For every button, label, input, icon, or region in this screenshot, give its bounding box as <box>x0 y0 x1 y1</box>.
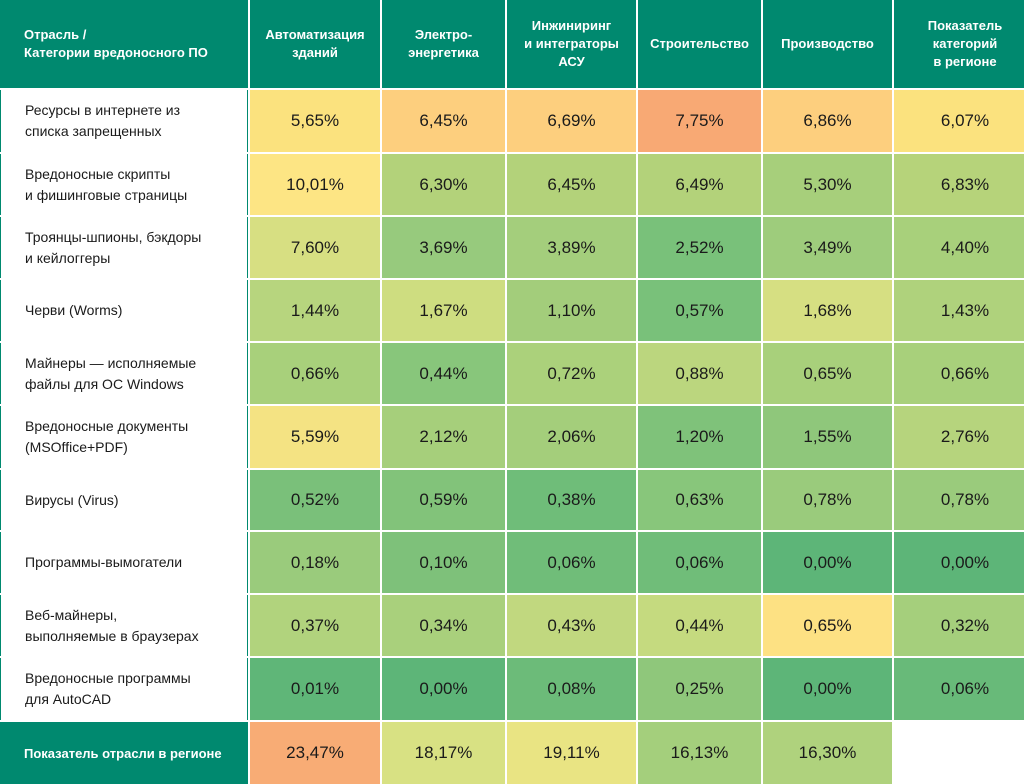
row-label: Ресурсы в интернете из списка запрещенны… <box>0 90 248 152</box>
heatmap-cell: 0,01% <box>250 658 380 720</box>
heatmap-cell: 6,86% <box>763 90 892 152</box>
heatmap-cell: 3,89% <box>507 217 636 278</box>
heatmap-cell: 2,52% <box>638 217 761 278</box>
column-header: Автоматизация зданий <box>250 0 380 88</box>
footer-cell: 18,17% <box>382 722 505 784</box>
row-label: Вредоносные скрипты и фишинговые страниц… <box>0 154 248 215</box>
column-header: Строительство <box>638 0 761 88</box>
heatmap-cell: 1,55% <box>763 406 892 468</box>
row-label: Майнеры — исполняемые файлы для ОС Windo… <box>0 343 248 404</box>
heatmap-cell: 0,59% <box>382 470 505 530</box>
heatmap-cell: 0,43% <box>507 595 636 656</box>
heatmap-cell: 1,20% <box>638 406 761 468</box>
heatmap-cell: 10,01% <box>250 154 380 215</box>
heatmap-cell: 6,83% <box>894 154 1024 215</box>
heatmap-cell: 1,43% <box>894 280 1024 341</box>
heatmap-cell: 7,75% <box>638 90 761 152</box>
heatmap-cell: 0,00% <box>763 532 892 593</box>
heatmap-cell: 1,68% <box>763 280 892 341</box>
heatmap-cell: 2,06% <box>507 406 636 468</box>
footer-cell: 16,30% <box>763 722 892 784</box>
heatmap-cell: 2,76% <box>894 406 1024 468</box>
heatmap-cell: 0,06% <box>507 532 636 593</box>
heatmap-cell: 0,10% <box>382 532 505 593</box>
header-corner-label: Отрасль / Категории вредоносного ПО <box>0 0 248 88</box>
heatmap-cell: 0,72% <box>507 343 636 404</box>
heatmap-cell: 3,49% <box>763 217 892 278</box>
footer-cell: 23,47% <box>250 722 380 784</box>
heatmap-cell: 6,45% <box>507 154 636 215</box>
column-header: Электро- энергетика <box>382 0 505 88</box>
heatmap-cell: 1,44% <box>250 280 380 341</box>
heatmap-cell: 2,12% <box>382 406 505 468</box>
heatmap-cell: 6,49% <box>638 154 761 215</box>
heatmap-cell: 0,34% <box>382 595 505 656</box>
heatmap-cell: 6,07% <box>894 90 1024 152</box>
footer-cell: 16,13% <box>638 722 761 784</box>
footer-label: Показатель отрасли в регионе <box>0 722 248 784</box>
heatmap-cell: 6,45% <box>382 90 505 152</box>
blank-cell <box>894 722 1024 784</box>
heatmap-cell: 0,78% <box>894 470 1024 530</box>
row-label: Вредоносные документы (MSOffice+PDF) <box>0 406 248 468</box>
heatmap-cell: 0,32% <box>894 595 1024 656</box>
column-header: Показатель категорий в регионе <box>894 0 1024 88</box>
heatmap-cell: 0,66% <box>894 343 1024 404</box>
row-label: Троянцы-шпионы, бэкдоры и кейлоггеры <box>0 217 248 278</box>
heatmap-cell: 6,30% <box>382 154 505 215</box>
column-header: Инжиниринг и интеграторы АСУ <box>507 0 636 88</box>
heatmap-cell: 0,63% <box>638 470 761 530</box>
heatmap-cell: 0,78% <box>763 470 892 530</box>
footer-cell: 19,11% <box>507 722 636 784</box>
row-label: Программы-вымогатели <box>0 532 248 593</box>
heatmap-cell: 5,59% <box>250 406 380 468</box>
row-label: Черви (Worms) <box>0 280 248 341</box>
row-label: Вирусы (Virus) <box>0 470 248 530</box>
heatmap-cell: 0,00% <box>894 532 1024 593</box>
heatmap-cell: 3,69% <box>382 217 505 278</box>
heatmap-cell: 7,60% <box>250 217 380 278</box>
heatmap-cell: 0,06% <box>894 658 1024 720</box>
heatmap-cell: 0,52% <box>250 470 380 530</box>
heatmap-cell: 0,38% <box>507 470 636 530</box>
heatmap-cell: 0,08% <box>507 658 636 720</box>
heatmap-cell: 0,44% <box>382 343 505 404</box>
heatmap-cell: 4,40% <box>894 217 1024 278</box>
row-label: Веб-майнеры, выполняемые в браузерах <box>0 595 248 656</box>
heatmap-cell: 0,00% <box>763 658 892 720</box>
heatmap-cell: 0,44% <box>638 595 761 656</box>
heatmap-cell: 0,00% <box>382 658 505 720</box>
heatmap-cell: 0,88% <box>638 343 761 404</box>
heatmap-cell: 0,57% <box>638 280 761 341</box>
heatmap-cell: 1,10% <box>507 280 636 341</box>
row-label: Вредоносные программы для AutoCAD <box>0 658 248 720</box>
column-header: Производство <box>763 0 892 88</box>
heatmap-cell: 0,18% <box>250 532 380 593</box>
heatmap-cell: 0,06% <box>638 532 761 593</box>
heatmap-cell: 5,65% <box>250 90 380 152</box>
heatmap-cell: 0,25% <box>638 658 761 720</box>
heatmap-cell: 0,65% <box>763 595 892 656</box>
heatmap-cell: 0,66% <box>250 343 380 404</box>
heatmap-cell: 0,65% <box>763 343 892 404</box>
heatmap-cell: 5,30% <box>763 154 892 215</box>
heatmap-cell: 6,69% <box>507 90 636 152</box>
heatmap-cell: 1,67% <box>382 280 505 341</box>
heatmap-cell: 0,37% <box>250 595 380 656</box>
